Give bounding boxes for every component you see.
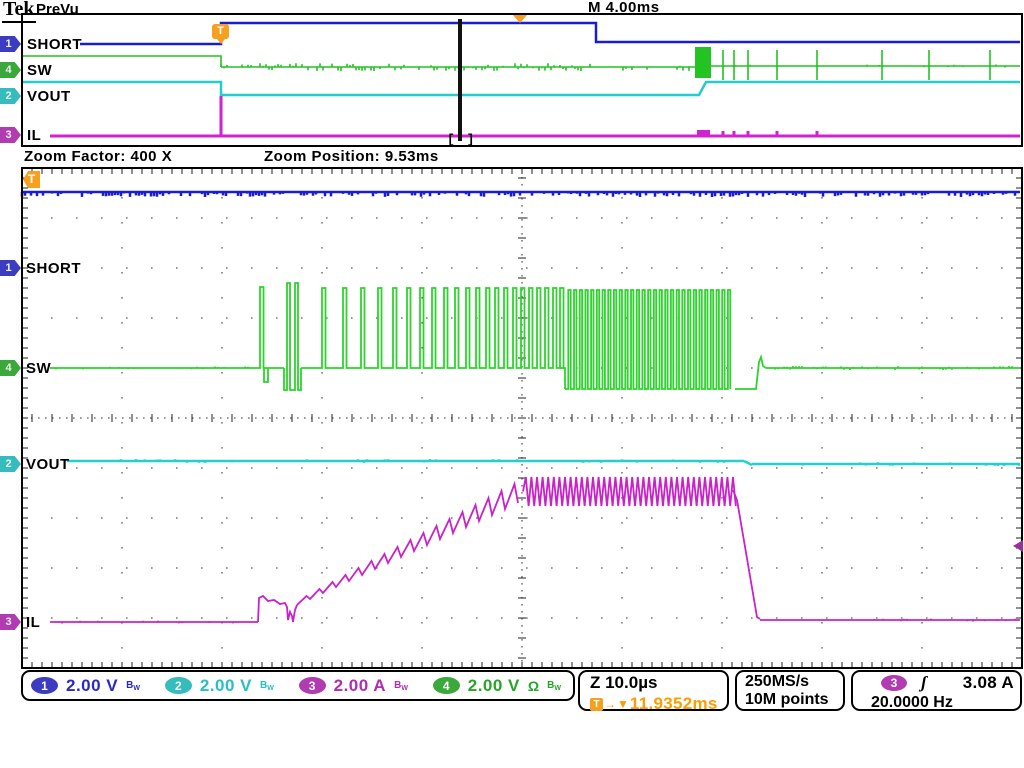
main-il-trace (296, 480, 519, 606)
arrow-right-icon: → (604, 697, 616, 711)
main-il-trace (50, 620, 258, 624)
overview-sw-trace (711, 64, 1020, 68)
overview-sw-trace (722, 50, 991, 80)
ch4-scale-value: 2.00 V (467, 675, 520, 695)
acquisition-box[interactable]: 250MS/s 10M points (735, 670, 845, 711)
channel-label-vout-overview: VOUT (27, 88, 71, 105)
ch4-scale-readout[interactable]: 4 2.00 V Ω BW (432, 675, 561, 696)
zoom-scale-box[interactable]: Z 10.0µs T → ▼ 11.9352ms (578, 670, 729, 714)
zoom-factor-readout: Zoom Factor: 400 X (24, 148, 173, 165)
overview-window-border (21, 13, 1023, 147)
channel-label-il-overview: IL (27, 127, 42, 144)
main-il-trace (522, 476, 737, 507)
edge-slope-icon: ʃ (921, 673, 927, 692)
ch2-position-marker-main[interactable]: 2 (0, 456, 21, 472)
trigger-source-badge[interactable]: 3 (881, 675, 907, 691)
ch1-position-marker-overview[interactable]: 1 (0, 36, 21, 52)
ch3-scale-value: 2.00 A (333, 675, 387, 695)
ohm-icon: Ω (527, 677, 540, 694)
main-sw-trace (50, 366, 256, 370)
main-sw-trace (256, 286, 284, 369)
zoom-window-bracket[interactable]: [ ] (447, 132, 477, 147)
ch4-badge[interactable]: 4 (432, 677, 460, 694)
overview-short-trace (80, 21, 1020, 46)
trigger-position-icon[interactable]: T (212, 24, 229, 44)
expansion-point-icon (513, 15, 527, 30)
overview-il-trace (721, 131, 819, 137)
main-sw-trace (735, 353, 767, 390)
trigger-time-value: 11.9352ms (629, 694, 718, 713)
main-vout-trace (67, 459, 744, 463)
channel-label-vout-main: VOUT (26, 456, 70, 473)
main-sw-trace (301, 287, 565, 369)
zoom-scale-readout: Z 10.0µs (590, 673, 658, 692)
ch4-position-marker-overview[interactable]: 4 (0, 62, 21, 78)
zoom-window-bar[interactable] (458, 19, 462, 141)
channel-readout-box[interactable]: 1 2.00 V BW 2 2.00 V BW 3 2.00 A BW 4 2.… (21, 670, 575, 701)
ch2-badge[interactable]: 2 (164, 677, 192, 694)
bw-limit-icon: BW (547, 679, 561, 692)
ch1-position-marker-main[interactable]: 1 (0, 260, 21, 276)
main-sw-trace (263, 368, 269, 383)
main-sw-trace (283, 282, 302, 391)
ch3-position-marker-overview[interactable]: 3 (0, 127, 21, 143)
trigger-time-icon: T (590, 697, 603, 711)
ch1-badge[interactable]: 1 (31, 677, 58, 694)
main-sw-trace (765, 366, 1020, 370)
ch3-scale-readout[interactable]: 3 2.00 A BW (298, 675, 408, 696)
channel-label-il-main: IL (26, 614, 41, 631)
main-window-border (21, 167, 1023, 669)
overview-vout-trace (22, 80, 1020, 97)
ch3-position-marker-main[interactable]: 3 (0, 614, 21, 630)
zoom-position-readout: Zoom Position: 9.53ms (264, 148, 439, 165)
trigger-box[interactable]: 3 ʃ 3.08 A 20.0000 Hz (851, 670, 1022, 711)
ch4-position-marker-main[interactable]: 4 (0, 360, 21, 376)
timebase-readout: M 4.00ms (588, 0, 660, 16)
ch3-badge[interactable]: 3 (298, 677, 326, 694)
bw-limit-icon: BW (394, 679, 408, 692)
main-sw-trace (560, 367, 566, 389)
overview-il-trace (697, 130, 710, 136)
trigger-time-readout: T → ▼ 11.9352ms (590, 694, 727, 714)
main-il-trace (760, 618, 1020, 622)
ch2-position-marker-overview[interactable]: 2 (0, 88, 21, 104)
channel-label-short-overview: SHORT (27, 36, 82, 53)
channel-label-sw-main: SW (26, 360, 52, 377)
main-il-trace (732, 489, 761, 620)
bw-limit-icon: BW (126, 679, 140, 692)
ch1-scale-value: 2.00 V (66, 675, 119, 695)
trigger-level-icon[interactable] (1007, 540, 1023, 552)
main-vout-trace (743, 459, 753, 467)
triangle-down-icon: ▼ (617, 697, 629, 711)
overview-sw-trace (22, 55, 222, 67)
bw-limit-icon: BW (259, 679, 274, 692)
ch2-scale-readout[interactable]: 2 2.00 V BW (164, 675, 274, 696)
channel-label-short-main: SHORT (26, 260, 81, 277)
channel-label-sw-overview: SW (27, 62, 53, 79)
acquisition-mode-readout: PreVu (36, 1, 79, 18)
sample-rate-readout: 250MS/s (745, 673, 810, 690)
overview-sw-trace (695, 47, 711, 78)
ch1-scale-readout[interactable]: 1 2.00 V BW (31, 676, 140, 696)
main-sw-trace (565, 289, 732, 390)
main-vout-trace (752, 462, 1021, 466)
record-length-readout: 10M points (745, 691, 829, 708)
trigger-level-readout: 3.08 A (962, 673, 1014, 692)
trigger-frequency-readout: 20.0000 Hz (871, 694, 953, 711)
trigger-offscreen-left-icon[interactable]: T (23, 171, 40, 188)
main-short-trace (20, 190, 1020, 197)
main-il-trace (257, 594, 298, 623)
ch2-scale-value: 2.00 V (199, 675, 252, 695)
tek-logo: Tek (2, 0, 36, 23)
